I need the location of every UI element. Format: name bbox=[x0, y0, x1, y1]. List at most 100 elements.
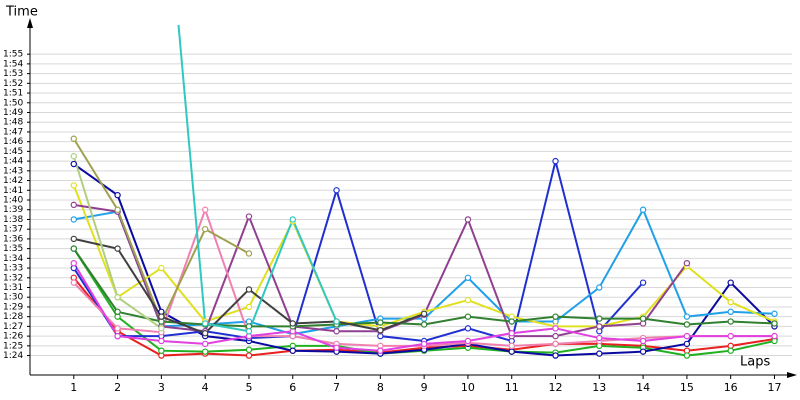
point bbox=[420, 310, 428, 317]
point bbox=[596, 323, 603, 330]
x-tick-label: 3 bbox=[158, 381, 165, 394]
y-arrow bbox=[27, 18, 33, 28]
point bbox=[114, 294, 121, 301]
point bbox=[596, 284, 603, 291]
point bbox=[201, 206, 209, 213]
y-tick-label: 1:44 bbox=[3, 157, 23, 167]
series-line bbox=[72, 185, 775, 328]
y-tick-label: 1:32 bbox=[3, 273, 23, 283]
point bbox=[552, 313, 559, 320]
x-tick-label: 11 bbox=[505, 381, 519, 394]
x-tick-label: 2 bbox=[114, 381, 121, 394]
point bbox=[70, 245, 77, 252]
y-tick-label: 1:24 bbox=[3, 351, 23, 361]
point bbox=[727, 298, 734, 306]
series-line bbox=[72, 160, 644, 343]
point bbox=[552, 352, 559, 359]
point bbox=[508, 342, 515, 350]
point bbox=[70, 259, 77, 267]
y-tick-label: 1:49 bbox=[3, 108, 23, 118]
x-tick-label: 15 bbox=[680, 381, 694, 394]
y-tick-label: 1:45 bbox=[3, 147, 23, 157]
point bbox=[245, 346, 253, 353]
point bbox=[552, 325, 559, 332]
point bbox=[420, 321, 428, 328]
y-tick-label: 1:39 bbox=[3, 205, 23, 215]
point bbox=[158, 347, 165, 354]
plot-area bbox=[70, 25, 778, 359]
point bbox=[70, 201, 77, 209]
point bbox=[377, 319, 384, 326]
x-tick-label: 16 bbox=[724, 381, 738, 394]
point bbox=[420, 340, 428, 348]
point bbox=[333, 318, 340, 325]
point bbox=[683, 321, 691, 328]
point bbox=[114, 206, 121, 213]
point bbox=[552, 340, 559, 348]
y-tick-label: 1:48 bbox=[3, 118, 23, 128]
x-arrow bbox=[787, 372, 797, 378]
point bbox=[464, 337, 472, 345]
y-tick-label: 1:47 bbox=[3, 127, 23, 137]
point bbox=[464, 296, 472, 304]
point bbox=[377, 327, 384, 334]
x-tick-label: 13 bbox=[592, 381, 606, 394]
point bbox=[70, 182, 77, 189]
point bbox=[333, 328, 340, 335]
point bbox=[201, 329, 209, 337]
grid bbox=[30, 53, 792, 357]
point bbox=[683, 332, 691, 340]
point bbox=[464, 216, 472, 223]
y-tick-label: 1:26 bbox=[3, 332, 23, 342]
point bbox=[158, 337, 165, 345]
y-tick-label: 1:52 bbox=[3, 79, 23, 89]
point bbox=[114, 332, 121, 340]
point bbox=[464, 313, 472, 320]
point bbox=[70, 160, 77, 168]
y-tick-label: 1:42 bbox=[3, 176, 23, 186]
point bbox=[771, 310, 778, 317]
point bbox=[114, 191, 121, 199]
point bbox=[727, 308, 734, 316]
point bbox=[683, 259, 691, 267]
y-tick-label: 1:40 bbox=[3, 196, 23, 206]
point bbox=[508, 318, 515, 325]
x-tick-label: 8 bbox=[377, 381, 384, 394]
point bbox=[70, 135, 77, 142]
point bbox=[201, 320, 209, 327]
y-tick-label: 1:43 bbox=[3, 166, 23, 176]
y-tick-label: 1:29 bbox=[3, 302, 23, 312]
point bbox=[683, 313, 691, 320]
point bbox=[596, 350, 603, 357]
x-tick-label: 1 bbox=[70, 381, 77, 394]
point bbox=[289, 347, 296, 354]
y-tick-label: 1:50 bbox=[3, 98, 23, 108]
point bbox=[114, 308, 121, 316]
y-tick-label: 1:41 bbox=[3, 186, 23, 196]
point bbox=[596, 315, 603, 322]
x-tick-label: 17 bbox=[767, 381, 781, 394]
x-tick-label: 6 bbox=[289, 381, 296, 394]
y-tick-label: 1:30 bbox=[3, 293, 23, 303]
y-axis-label: Time bbox=[5, 5, 38, 20]
point bbox=[639, 315, 647, 322]
y-tick-label: 1:46 bbox=[3, 137, 23, 147]
point bbox=[70, 153, 77, 160]
y-tick-label: 1:55 bbox=[3, 50, 23, 60]
point bbox=[201, 348, 209, 355]
point bbox=[70, 216, 77, 223]
x-tick-label: 9 bbox=[421, 381, 428, 394]
series-line bbox=[177, 25, 338, 333]
point bbox=[639, 279, 647, 286]
point bbox=[596, 334, 603, 342]
y-tick-label: 1:53 bbox=[3, 69, 23, 79]
x-axis-label: Laps bbox=[740, 355, 770, 370]
point bbox=[639, 337, 647, 345]
y-tick-label: 1:33 bbox=[3, 264, 23, 274]
point bbox=[464, 325, 472, 332]
point bbox=[508, 348, 515, 355]
point bbox=[245, 213, 253, 220]
x-tick-label: 7 bbox=[333, 381, 340, 394]
point bbox=[245, 328, 253, 335]
